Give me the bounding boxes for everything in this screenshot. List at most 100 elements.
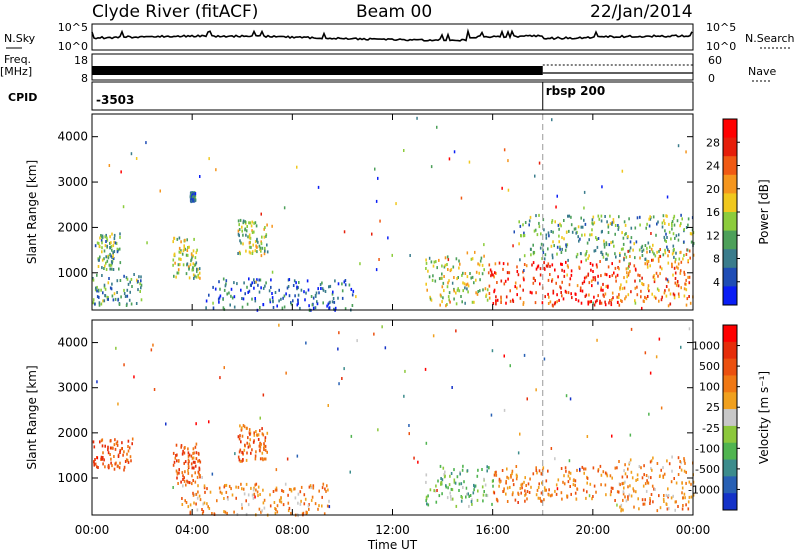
- freq-trace-block: [92, 66, 543, 75]
- power-cell: [258, 278, 260, 282]
- power-cell: [524, 221, 527, 224]
- power-cell: [652, 275, 655, 279]
- power-cell: [615, 279, 617, 283]
- power-cell: [514, 281, 517, 285]
- power-cell: [645, 226, 647, 230]
- velocity-cell: [666, 459, 668, 463]
- power-cell: [92, 277, 94, 280]
- power-cell: [248, 245, 251, 249]
- power-cell: [178, 257, 180, 261]
- power-cell: [595, 263, 598, 267]
- velocity-cell: [470, 500, 473, 504]
- power-cell: [470, 257, 473, 261]
- power-cell: [584, 222, 587, 226]
- power-cell: [187, 246, 189, 249]
- velocity-cell: [250, 486, 252, 490]
- velocity-cell: [568, 470, 570, 474]
- power-cell: [630, 290, 632, 294]
- velocity-cell: [341, 377, 343, 380]
- velocity-cell: [178, 468, 180, 472]
- power-cell: [660, 298, 663, 302]
- power-cell: [558, 227, 560, 231]
- power-cell: [638, 248, 641, 252]
- power-cell: [575, 292, 577, 296]
- velocity-colorbar-cell: [723, 493, 737, 511]
- power-cell: [596, 299, 598, 303]
- velocity-cell: [317, 507, 319, 511]
- velocity-cell: [460, 499, 463, 503]
- velocity-cell: [175, 443, 178, 447]
- velocity-cell: [554, 489, 556, 493]
- velocity-cell: [650, 459, 653, 463]
- power-cell: [605, 241, 608, 245]
- velocity-cell: [129, 455, 132, 459]
- power-cell: [344, 307, 347, 311]
- velocity-cell: [172, 463, 175, 467]
- power-cell: [249, 221, 252, 225]
- velocity-cell: [176, 476, 178, 480]
- velocity-cell: [526, 490, 529, 493]
- power-cell: [179, 257, 181, 261]
- velocity-cell: [629, 458, 632, 462]
- velocity-cell: [110, 439, 112, 443]
- power-cell: [594, 249, 597, 253]
- power-cell: [605, 243, 608, 247]
- power-cell: [659, 265, 662, 269]
- velocity-cell: [555, 483, 558, 487]
- power-cell: [607, 253, 609, 257]
- velocity-cell: [131, 442, 133, 446]
- velocity-cell: [211, 512, 213, 515]
- power-cell: [507, 262, 509, 266]
- power-cell: [296, 165, 298, 169]
- power-cell: [609, 299, 611, 302]
- velocity-cell: [219, 490, 222, 494]
- power-cell: [251, 231, 254, 234]
- velocity-cell: [656, 462, 659, 465]
- velocity-cell: [253, 492, 256, 496]
- power-cell: [541, 301, 544, 305]
- power-cell: [260, 240, 262, 244]
- velocity-cell: [460, 482, 463, 486]
- velocity-cell: [261, 451, 264, 455]
- velocity-cell: [425, 441, 428, 445]
- velocity-cell: [688, 327, 691, 331]
- power-cell: [585, 258, 587, 262]
- power-cell: [673, 223, 676, 227]
- velocity-cell: [187, 469, 189, 472]
- velocity-cell: [609, 474, 612, 478]
- velocity-cell: [206, 502, 208, 506]
- power-cell: [610, 301, 612, 305]
- power-cell: [107, 281, 110, 285]
- velocity-cell: [194, 480, 197, 484]
- power-cell: [483, 268, 485, 272]
- power-cell: [102, 291, 104, 295]
- velocity-cell: [565, 469, 567, 473]
- power-cell: [230, 287, 233, 291]
- power-cell: [194, 199, 196, 203]
- velocity-cell: [536, 471, 538, 475]
- velocity-cell: [253, 486, 255, 490]
- power-colorbar-cell: [723, 119, 737, 139]
- power-colorbar-tick-label: 8: [713, 253, 720, 266]
- power-cell: [587, 302, 590, 306]
- power-cell: [580, 301, 583, 305]
- power-cell: [482, 288, 484, 292]
- power-cell: [230, 294, 232, 298]
- power-cell: [387, 236, 389, 240]
- velocity-cell: [202, 510, 205, 513]
- power-cell: [599, 301, 601, 305]
- power-cell: [246, 285, 248, 289]
- power-cell: [425, 267, 427, 270]
- power-cell: [265, 234, 267, 238]
- velocity-cell: [325, 489, 327, 493]
- power-cell: [464, 301, 466, 305]
- power-cell: [519, 258, 521, 262]
- power-cell: [317, 185, 320, 189]
- power-cell: [236, 282, 238, 286]
- velocity-cell: [592, 466, 595, 470]
- velocity-cell: [501, 469, 504, 472]
- power-cell: [672, 232, 675, 236]
- power-cell: [535, 267, 538, 271]
- power-cell: [650, 247, 653, 251]
- power-cell: [551, 278, 554, 282]
